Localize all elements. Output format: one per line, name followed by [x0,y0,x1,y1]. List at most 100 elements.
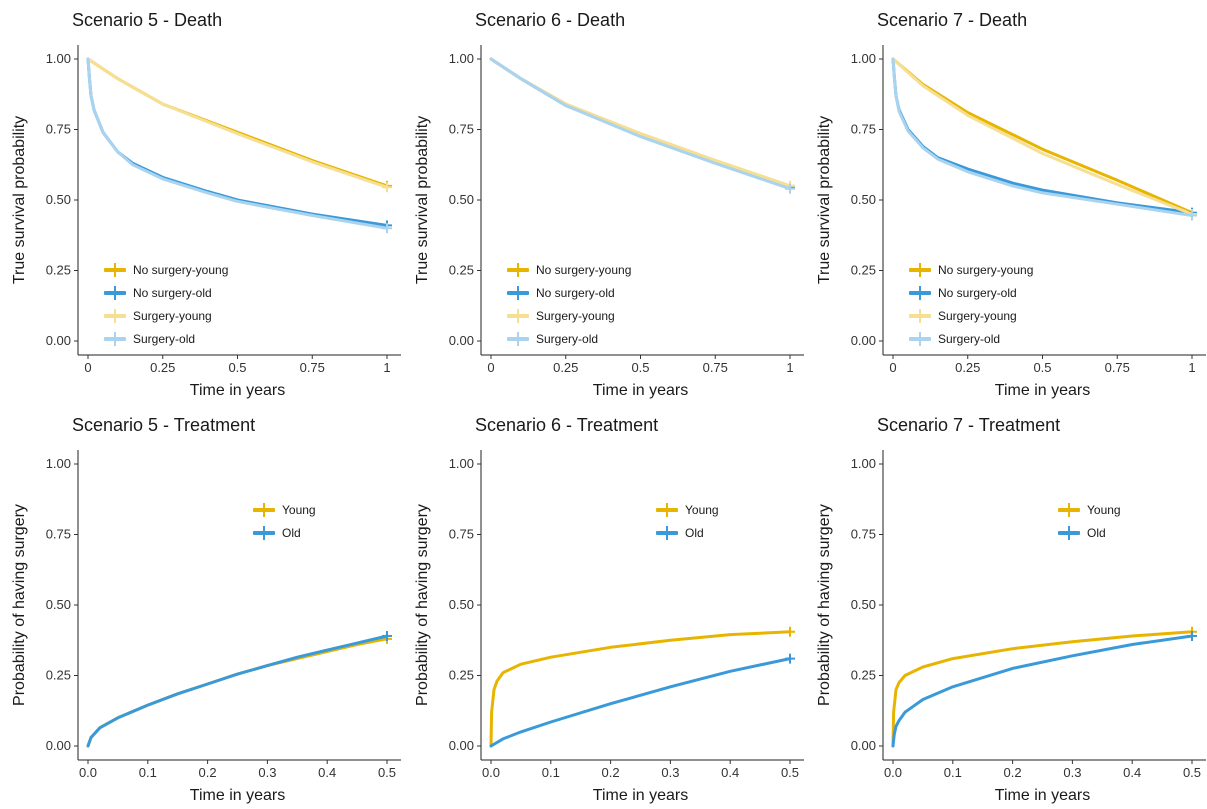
x-tick-label: 0.75 [703,360,728,375]
series-line-surgery-old [86,57,389,230]
series-line-young [891,630,1194,748]
y-tick-label: 0.25 [449,263,474,278]
legend-key [909,331,931,346]
legend-item: Old [656,521,719,544]
legend-item: Young [253,498,316,521]
panel-title: Scenario 7 - Death [877,10,1028,30]
legend-item: No surgery-old [507,281,631,304]
panel-title: Scenario 7 - Treatment [877,415,1061,435]
y-tick-label: 1.00 [851,51,876,66]
legend-item: Surgery-young [104,304,228,327]
x-tick-label: 0.3 [258,765,276,780]
y-tick-label: 0.00 [851,333,876,348]
series-line-surgery-old [891,57,1194,217]
y-tick-label: 0.75 [851,527,876,542]
y-tick-label: 0.50 [449,192,474,207]
legend-label: No surgery-young [938,262,1034,277]
legend-item: No surgery-young [909,258,1033,281]
x-tick-label: 0.5 [631,360,649,375]
censor-mark [785,653,795,664]
y-tick-label: 0.25 [46,668,71,683]
legend-item: Surgery-old [104,327,228,350]
legend-item: Old [1058,521,1121,544]
x-tick-label: 0.5 [378,765,396,780]
x-tick-label: 0.75 [300,360,325,375]
y-tick-label: 0.75 [46,527,71,542]
x-tick-label: 0.5 [228,360,246,375]
legend-item: Young [656,498,719,521]
x-tick-label: 1 [1188,360,1195,375]
legend-key [909,285,931,300]
legend-key [656,502,678,517]
legend-label: Surgery-young [938,308,1017,323]
panel-title: Scenario 5 - Treatment [72,415,256,435]
legend-item: Surgery-old [909,327,1033,350]
x-tick-label: 0.2 [602,765,620,780]
x-tick-label: 0.5 [1033,360,1051,375]
legend: Young Old [1058,498,1121,544]
legend-item: No surgery-old [104,281,228,304]
legend-key [104,285,126,300]
series-line-no-surgery-young [489,57,792,188]
legend-label: Young [685,502,719,517]
x-tick-label: 0.0 [482,765,500,780]
legend-key [1058,525,1080,540]
x-tick-label: 0.4 [721,765,739,780]
legend-key [253,502,275,517]
series-line-young [489,630,792,748]
y-tick-label: 0.00 [46,333,71,348]
legend-key [909,308,931,323]
series-line-surgery-young [86,57,389,189]
x-tick-label: 0.1 [542,765,560,780]
plot-area: 0.00 0.25 0.50 0.75 1.00 0 0.25 0.5 0.75 1 [851,45,1206,375]
legend-item: Surgery-young [507,304,631,327]
x-tick-label: 0.5 [781,765,799,780]
panel-scenario-7-death: Scenario 7 - Death True survival probabi… [805,0,1207,404]
y-tick-label: 0.25 [851,263,876,278]
x-tick-label: 0.1 [944,765,962,780]
legend: Young Old [253,498,316,544]
legend-label: No surgery-old [536,285,615,300]
series-line-surgery-young [489,57,792,188]
legend-key [507,285,529,300]
legend-label: Old [282,525,301,540]
x-axis-label: Time in years [189,787,286,804]
x-tick-label: 0.2 [1004,765,1022,780]
x-tick-label: 0.2 [199,765,217,780]
censor-mark [1187,210,1197,221]
plot-area: 0.00 0.25 0.50 0.75 1.00 0.0 0.1 0.2 0.3 0.4 0.5 [449,450,804,780]
x-tick-label: 0 [889,360,896,375]
y-tick-label: 0.00 [449,333,474,348]
x-tick-label: 0.75 [1105,360,1130,375]
legend-key [909,262,931,277]
panel-scenario-5-treatment: Scenario 5 - Treatment Probability of ha… [0,405,402,809]
x-tick-label: 0.3 [1063,765,1081,780]
legend-key [507,331,529,346]
legend-item: Old [253,521,316,544]
series-line-no-surgery-young [86,57,389,188]
legend-label: Old [685,525,704,540]
y-tick-label: 0.00 [46,738,71,753]
panel-scenario-6-treatment: Scenario 6 - Treatment Probability of ha… [403,405,805,809]
x-axis-label: Time in years [189,382,286,399]
x-tick-label: 0.5 [1183,765,1201,780]
y-tick-label: 0.50 [851,597,876,612]
legend-key [104,308,126,323]
censor-mark [382,631,392,642]
legend: Young Old [656,498,719,544]
series-line-no-surgery-old [489,57,792,189]
legend-key [507,262,529,277]
censor-mark [785,626,795,637]
y-tick-label: 1.00 [46,51,71,66]
censor-mark [785,183,795,194]
x-tick-label: 0.0 [884,765,902,780]
y-tick-label: 1.00 [851,456,876,471]
legend-item: Surgery-young [909,304,1033,327]
legend-item: Young [1058,498,1121,521]
y-tick-label: 1.00 [449,456,474,471]
censor-mark [382,223,392,234]
legend: No surgery-young No surgery-old Surgery-yo… [507,258,631,350]
plot-area: 0.00 0.25 0.50 0.75 1.00 0.0 0.1 0.2 0.3 0.4 0.5 [46,450,401,780]
panel-title: Scenario 6 - Treatment [475,415,659,435]
